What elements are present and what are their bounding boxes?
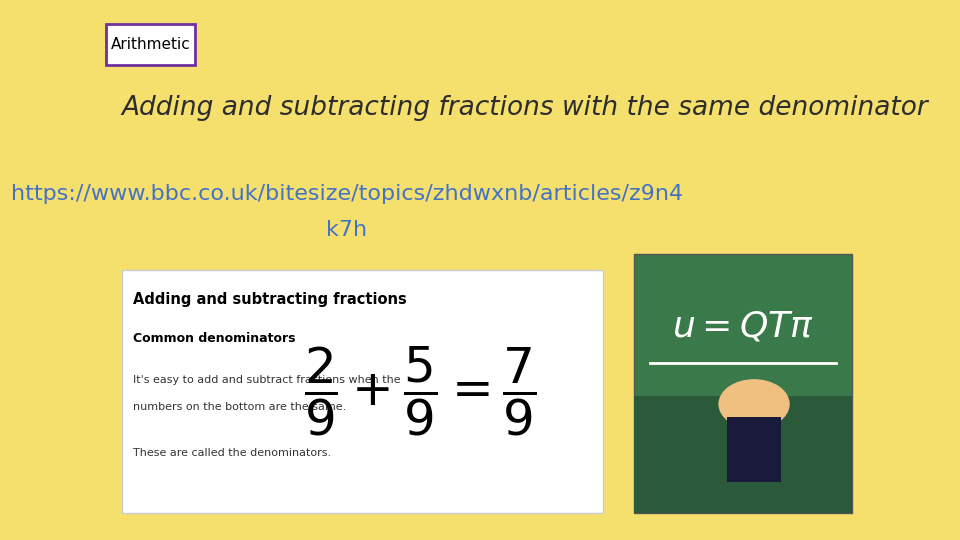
Text: It's easy to add and subtract fractions when the: It's easy to add and subtract fractions … [133, 375, 401, 386]
Text: $u=QT\pi$: $u=QT\pi$ [672, 309, 814, 343]
Text: https://www.bbc.co.uk/bitesize/topics/zhdwxnb/articles/z9n4: https://www.bbc.co.uk/bitesize/topics/zh… [11, 184, 683, 205]
FancyBboxPatch shape [107, 24, 196, 65]
Text: Common denominators: Common denominators [133, 332, 296, 345]
Circle shape [719, 380, 789, 428]
Text: $\dfrac{2}{9} + \dfrac{5}{9} = \dfrac{7}{9}$: $\dfrac{2}{9} + \dfrac{5}{9} = \dfrac{7}… [304, 345, 537, 438]
Text: These are called the denominators.: These are called the denominators. [133, 448, 331, 458]
Text: numbers on the bottom are the same.: numbers on the bottom are the same. [133, 402, 347, 413]
Text: Adding and subtracting fractions: Adding and subtracting fractions [133, 292, 407, 307]
Text: k7h: k7h [326, 219, 368, 240]
FancyBboxPatch shape [727, 417, 781, 482]
FancyBboxPatch shape [122, 270, 603, 513]
Text: Adding and subtracting fractions with the same denominator: Adding and subtracting fractions with th… [122, 95, 928, 121]
Text: Arithmetic: Arithmetic [111, 37, 191, 52]
FancyBboxPatch shape [635, 254, 852, 513]
FancyBboxPatch shape [635, 396, 852, 513]
